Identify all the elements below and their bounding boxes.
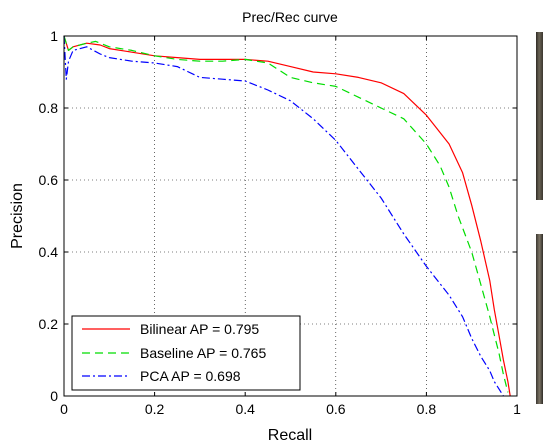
series-line-2 [63, 35, 504, 397]
x-tick-label: 0 [60, 401, 68, 417]
y-tick-label: 0 [50, 388, 58, 404]
y-tick-label: 0.8 [39, 100, 59, 116]
x-tick-label: 0.2 [145, 401, 165, 417]
y-tick-label: 0.2 [39, 316, 59, 332]
x-tick-label: 1 [513, 401, 521, 417]
y-tick-label: 1 [50, 28, 58, 44]
legend-label-baseline: Baseline AP = 0.765 [140, 345, 266, 361]
legend: Bilinear AP = 0.795 Baseline AP = 0.765 … [71, 315, 301, 391]
side-photo-top [536, 32, 543, 200]
side-photo-bottom [536, 234, 543, 404]
plot-frame [63, 35, 518, 397]
x-tick-label: 0.4 [235, 401, 255, 417]
series-layer [63, 35, 511, 397]
x-tick-label: 0.8 [417, 401, 437, 417]
series-line-0 [63, 35, 511, 397]
legend-label-bilinear: Bilinear AP = 0.795 [140, 321, 259, 337]
series-line-1 [63, 35, 509, 393]
chart-title: Prec/Rec curve [242, 9, 338, 25]
y-axis-label: Precision [9, 183, 26, 249]
y-tick-label: 0.6 [39, 172, 59, 188]
tick-layer: 0 0.2 0.4 0.6 0.8 1 0 0.2 0.4 0.6 0.8 1 [39, 28, 522, 417]
x-tick-label: 0.6 [326, 401, 346, 417]
x-axis-label: Recall [268, 427, 312, 444]
y-tick-label: 0.4 [39, 244, 59, 260]
legend-label-pca: PCA AP = 0.698 [140, 368, 241, 384]
